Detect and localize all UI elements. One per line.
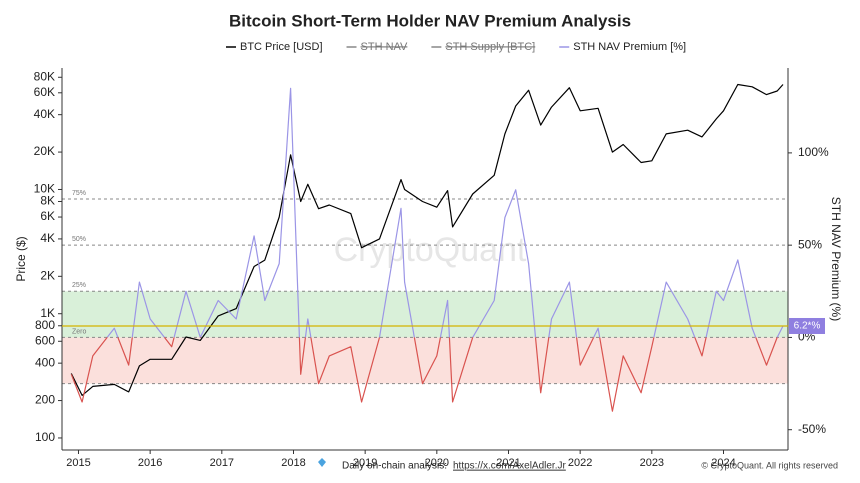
- legend-label: STH Supply [BTC]: [445, 41, 535, 53]
- y-tick-label: 8K: [40, 194, 55, 208]
- diamond-icon: [318, 458, 326, 467]
- y-tick-label: 1K: [40, 306, 55, 320]
- x-tick-label: 2022: [568, 457, 592, 469]
- y-tick-label: 60K: [34, 85, 55, 99]
- premium-line-negative: [70, 337, 778, 412]
- current-value-badge: [789, 317, 825, 334]
- chart-title: Bitcoin Short-Term Holder NAV Premium An…: [229, 11, 631, 30]
- x-tick-label: 2019: [353, 457, 377, 469]
- y-tick-label: 600: [35, 333, 55, 347]
- x-tick-label: 2020: [425, 457, 449, 469]
- y-tick-label: 40K: [34, 107, 55, 121]
- price-line: [70, 83, 784, 396]
- y2-tick-label: -50%: [798, 422, 826, 436]
- reference-label: 75%: [72, 190, 86, 197]
- current-value-label: 6.2*%: [794, 321, 821, 332]
- x-tick-label: 2018: [281, 457, 305, 469]
- y2-axis-label: STH NAV Premium (%): [829, 197, 843, 321]
- x-tick-label: 2024: [711, 457, 735, 469]
- y-tick-label: 400: [35, 355, 55, 369]
- reference-label: Zero: [72, 328, 87, 335]
- x-tick-label: 2023: [640, 457, 664, 469]
- band: [62, 337, 788, 384]
- reference-label: 25%: [72, 282, 86, 289]
- legend-label: STH NAV Premium [%]: [573, 41, 686, 53]
- y-tick-label: 100: [35, 430, 55, 444]
- y-tick-label: 4K: [40, 231, 55, 245]
- y-tick-label: 10K: [34, 182, 55, 196]
- copyright: © CryptoQuant. All rights reserved: [701, 460, 838, 470]
- y-tick-label: 20K: [34, 144, 55, 158]
- footer-link[interactable]: https://x.com/AxelAdler.Jr: [453, 461, 566, 472]
- footer-note: Daily on-chain analysis:: [342, 461, 447, 472]
- x-tick-label: 2015: [66, 457, 90, 469]
- watermark: CryptoQuant: [334, 231, 527, 269]
- y-axis-label: Price ($): [14, 236, 28, 281]
- legend-label: STH NAV: [361, 41, 409, 53]
- premium-line-positive: [106, 87, 784, 338]
- y2-tick-label: 100%: [798, 145, 829, 159]
- band: [62, 291, 788, 338]
- y2-tick-label: 50%: [798, 237, 822, 251]
- legend-label: BTC Price [USD]: [240, 41, 323, 53]
- x-tick-label: 2021: [496, 457, 520, 469]
- y-tick-label: 2K: [40, 268, 55, 282]
- reference-label: 50%: [72, 236, 86, 243]
- y-tick-label: 80K: [34, 69, 55, 83]
- y-tick-label: 200: [35, 393, 55, 407]
- x-tick-label: 2017: [210, 457, 234, 469]
- x-tick-label: 2016: [138, 457, 162, 469]
- y-tick-label: 6K: [40, 209, 55, 223]
- y-tick-label: 800: [35, 318, 55, 332]
